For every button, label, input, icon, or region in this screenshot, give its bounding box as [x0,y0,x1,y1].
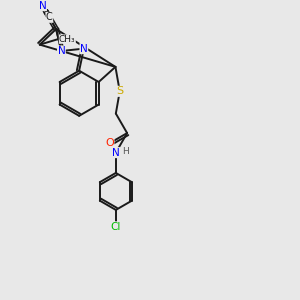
Text: N: N [112,148,120,158]
Text: C: C [46,12,53,22]
Text: N: N [39,1,46,10]
Text: N: N [80,44,88,54]
Text: N: N [58,46,65,56]
Text: S: S [116,86,123,96]
Text: H: H [122,147,129,156]
Text: CH₃: CH₃ [59,34,76,43]
Text: O: O [105,138,114,148]
Text: Cl: Cl [111,222,121,232]
